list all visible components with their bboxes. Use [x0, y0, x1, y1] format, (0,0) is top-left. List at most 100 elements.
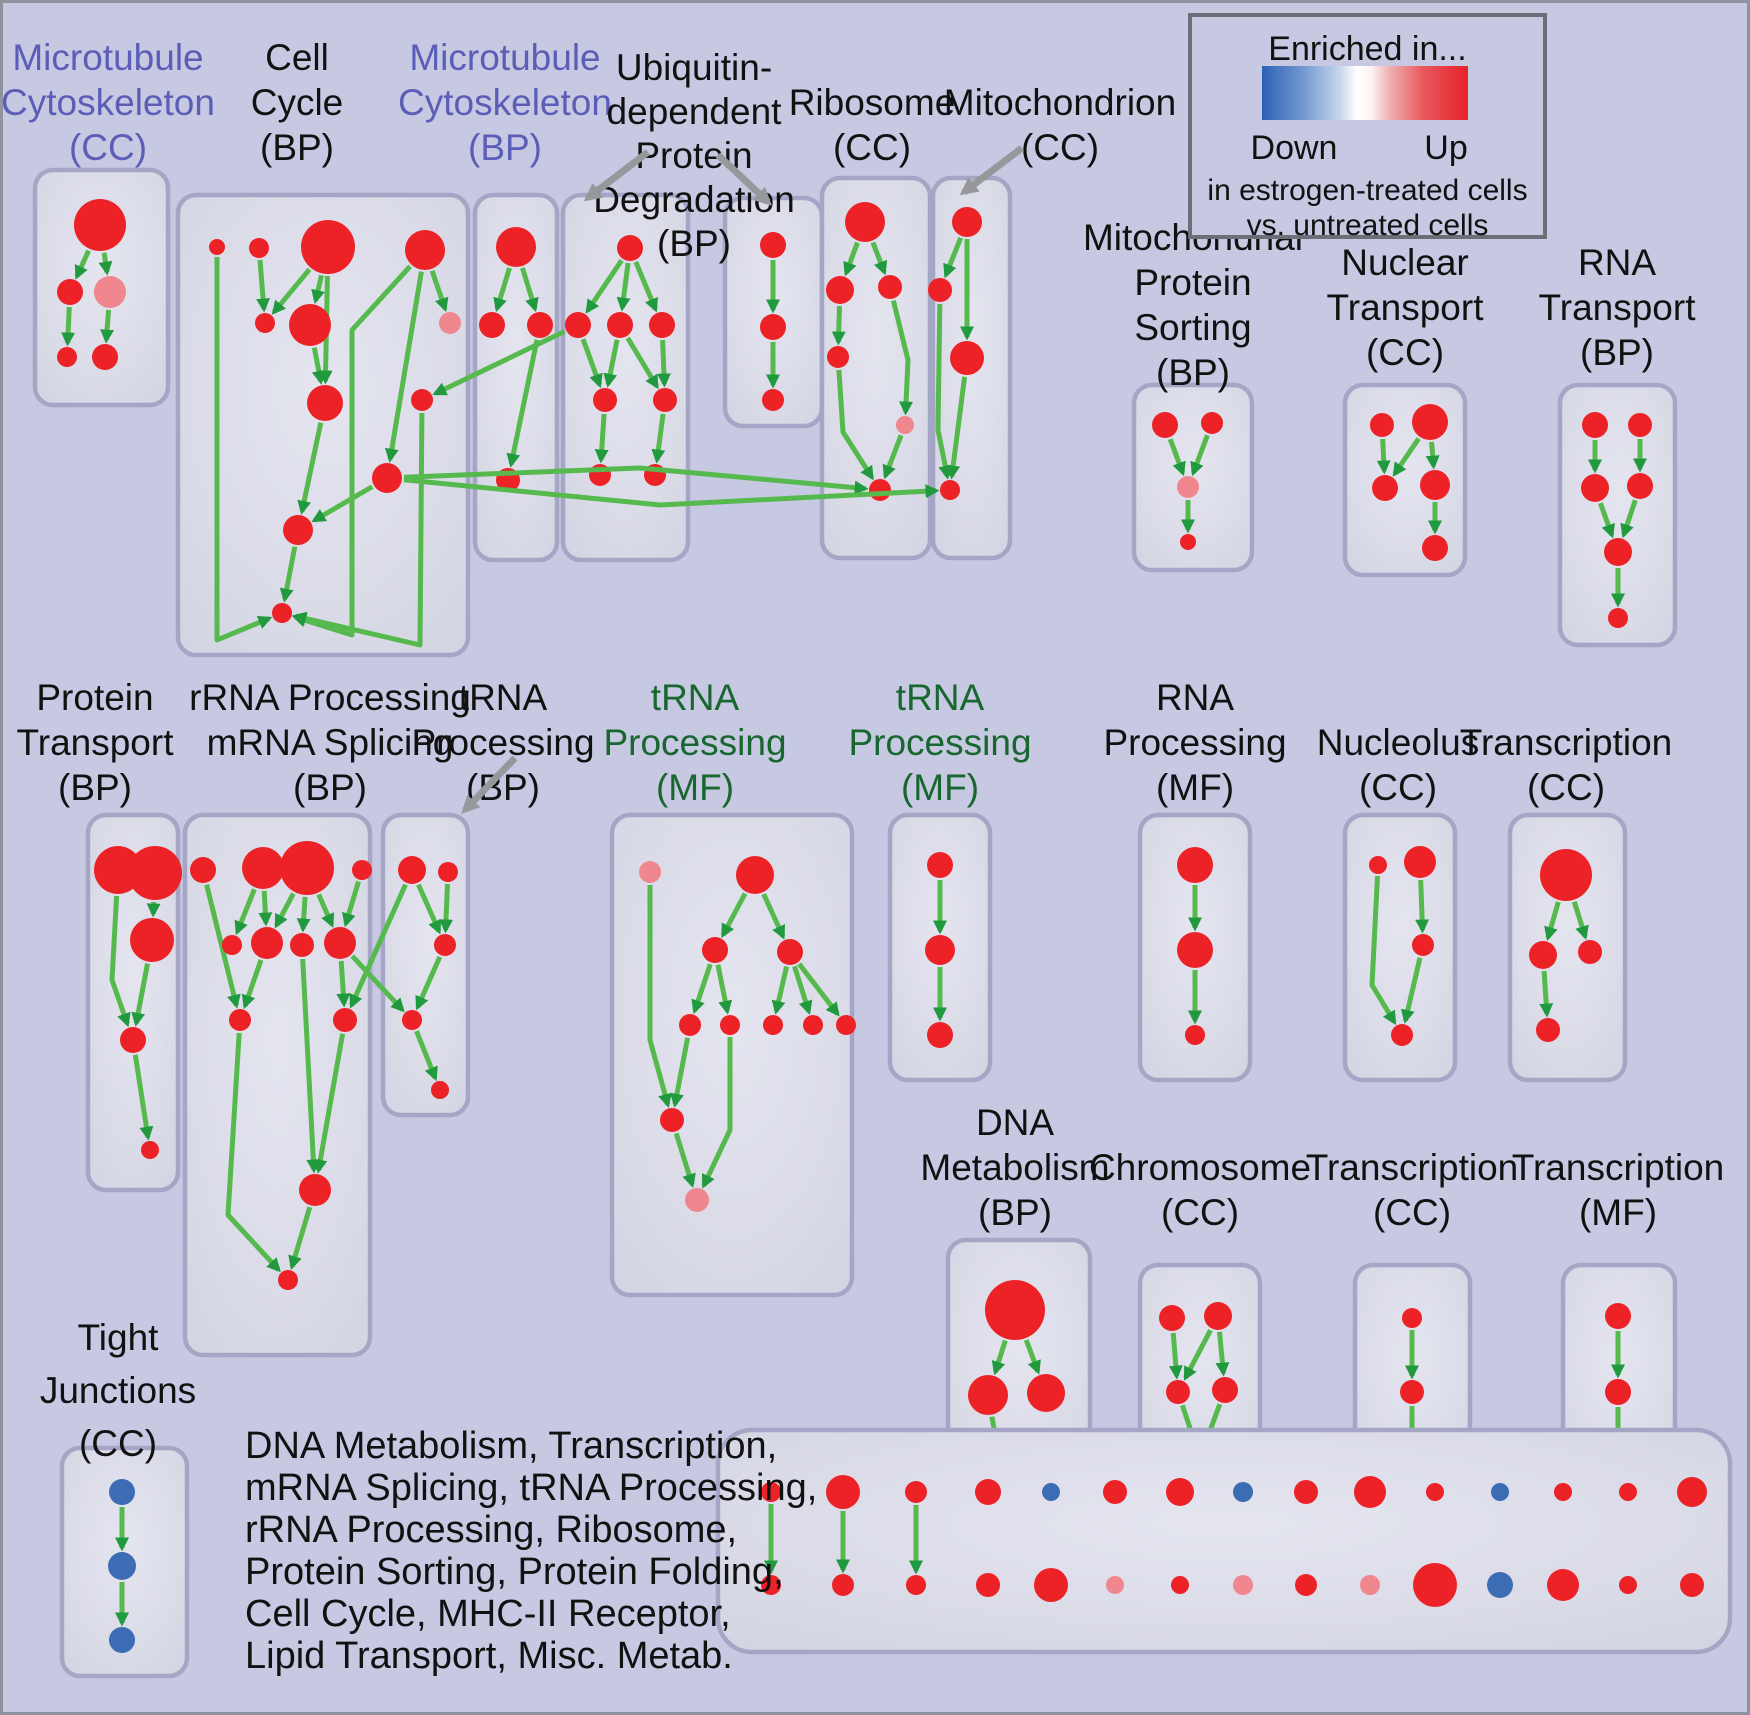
go-term-node	[1422, 535, 1448, 561]
go-term-node	[1582, 412, 1608, 438]
edge-arrow	[1425, 441, 1440, 470]
edge-arrow	[241, 959, 264, 1010]
cluster-label-cell-cycle-bp: Cycle	[251, 82, 344, 123]
edge-arrow	[288, 1206, 313, 1270]
go-term-node	[1412, 934, 1434, 956]
go-term-node	[280, 841, 334, 895]
edge-arrow	[146, 901, 161, 918]
legend-box	[1188, 13, 1547, 239]
go-term-node	[1294, 1480, 1318, 1504]
go-term-node	[869, 479, 891, 501]
cluster-label-transcription-cc-a: (CC)	[1527, 767, 1605, 808]
edge-arrow	[792, 965, 813, 1015]
go-term-node	[639, 861, 661, 883]
cluster-mitochondrial-protein-sorting-bp	[1131, 382, 1255, 573]
go-term-node	[94, 276, 126, 308]
legend-subtitle-2: vs. untreated cells	[1247, 209, 1489, 242]
cluster-label-chromosome-cc: Chromosome	[1089, 1147, 1311, 1188]
go-term-node	[927, 852, 953, 878]
cluster-label-microtubule-cytoskeleton-bp: Cytoskeleton	[398, 82, 612, 123]
annotation-arrow	[583, 149, 651, 202]
edge-arrow	[109, 895, 131, 1028]
summary-strip-box	[715, 1427, 1733, 1655]
go-term-node	[976, 1573, 1000, 1597]
go-term-node	[229, 1009, 251, 1031]
footnote-text-line: DNA Metabolism, Transcription,	[245, 1425, 777, 1467]
cluster-label-transcription-mf: Transcription	[1512, 1147, 1724, 1188]
edge-arrow	[720, 892, 748, 939]
go-term-node	[927, 1022, 953, 1048]
cluster-label-tight-junctions-cc: Junctions	[40, 1370, 196, 1411]
go-term-node	[1166, 1478, 1194, 1506]
edge-arrow	[943, 236, 964, 279]
cluster-box-rna-transport-bp	[1557, 382, 1678, 648]
cluster-label-transcription-mf: (MF)	[1579, 1192, 1657, 1233]
cluster-label-microtubule-cytoskeleton-cc: (CC)	[69, 127, 147, 168]
go-term-node	[878, 275, 902, 299]
go-term-node	[1547, 1569, 1579, 1601]
go-term-node	[272, 603, 292, 623]
edge-arrow	[1215, 1331, 1230, 1377]
go-term-node	[1554, 1483, 1572, 1501]
edge-arrow	[1190, 434, 1210, 477]
cluster-box-rrna-processing-mrna-splicing-bp	[182, 812, 373, 1358]
go-term-node	[1177, 847, 1213, 883]
cluster-mitochondrion-cc	[928, 175, 1013, 561]
cluster-label-mitochondrial-protein-sorting-bp: (BP)	[1156, 352, 1230, 393]
edge-arrow	[1376, 438, 1391, 475]
go-term-node	[1166, 1380, 1190, 1404]
cluster-label-mitochondrion-cc: (CC)	[1021, 127, 1099, 168]
edge-arrow	[1544, 901, 1561, 942]
go-term-node	[1201, 412, 1223, 434]
cluster-label-protein-transport-bp: (BP)	[58, 767, 132, 808]
cluster-label-trna-processing-mf-a: (MF)	[656, 767, 734, 808]
edge-arrow	[416, 883, 442, 935]
cluster-transcription-cc-a	[1507, 812, 1628, 1083]
cluster-label-transcription-cc-b: Transcription	[1306, 1147, 1518, 1188]
annotation-arrow	[461, 755, 518, 814]
cluster-box-cell-cycle-bp	[175, 192, 471, 658]
edge-arrow	[1183, 1329, 1213, 1381]
go-term-node	[372, 463, 402, 493]
go-term-node	[1536, 1018, 1560, 1042]
go-term-node	[1420, 470, 1450, 500]
footnote-text-line: rRNA Processing, Ribosome,	[245, 1509, 737, 1551]
go-term-node	[1491, 1483, 1509, 1501]
go-term-node	[434, 934, 456, 956]
go-term-node	[836, 1015, 856, 1035]
go-term-node	[405, 230, 445, 270]
cluster-label-nucleolus-cc: Nucleolus	[1317, 722, 1479, 763]
go-term-node	[1402, 1308, 1422, 1328]
go-term-node	[975, 1479, 1001, 1505]
go-term-node	[826, 276, 854, 304]
go-term-node	[398, 856, 426, 884]
edge-arrow	[342, 880, 361, 928]
cluster-label-mitochondrial-protein-sorting-bp: Protein	[1134, 262, 1251, 303]
edge-arrow	[384, 271, 424, 463]
edge-arrow	[843, 241, 860, 277]
go-term-node	[109, 1627, 135, 1653]
cluster-label-trna-processing-mf-b: (MF)	[901, 767, 979, 808]
go-term-node	[720, 1015, 740, 1035]
cluster-label-cell-cycle-bp: Cell	[265, 37, 329, 78]
cluster-label-ribosome-cc: (CC)	[833, 127, 911, 168]
cluster-microtubule-cytoskeleton-cc	[32, 167, 171, 408]
go-term-node	[736, 856, 774, 894]
go-term-node	[1619, 1576, 1637, 1594]
go-term-node	[57, 347, 77, 367]
go-term-node	[1177, 932, 1213, 968]
edge-arrow	[1167, 438, 1186, 477]
cluster-label-protein-transport-bp: Transport	[17, 722, 175, 763]
go-term-node	[1619, 1483, 1637, 1501]
edge-arrow	[1168, 1332, 1183, 1380]
cluster-microtubule-cytoskeleton-bp	[472, 192, 560, 563]
go-term-node	[1604, 538, 1632, 566]
legend-up-label: Up	[1424, 129, 1467, 167]
edge-arrow	[603, 339, 620, 388]
edge-arrow	[882, 434, 904, 480]
edge-arrow	[1539, 970, 1554, 1018]
go-term-node	[985, 1280, 1045, 1340]
go-term-node	[1370, 413, 1394, 437]
cluster-label-rna-processing-mf: (MF)	[1156, 767, 1234, 808]
